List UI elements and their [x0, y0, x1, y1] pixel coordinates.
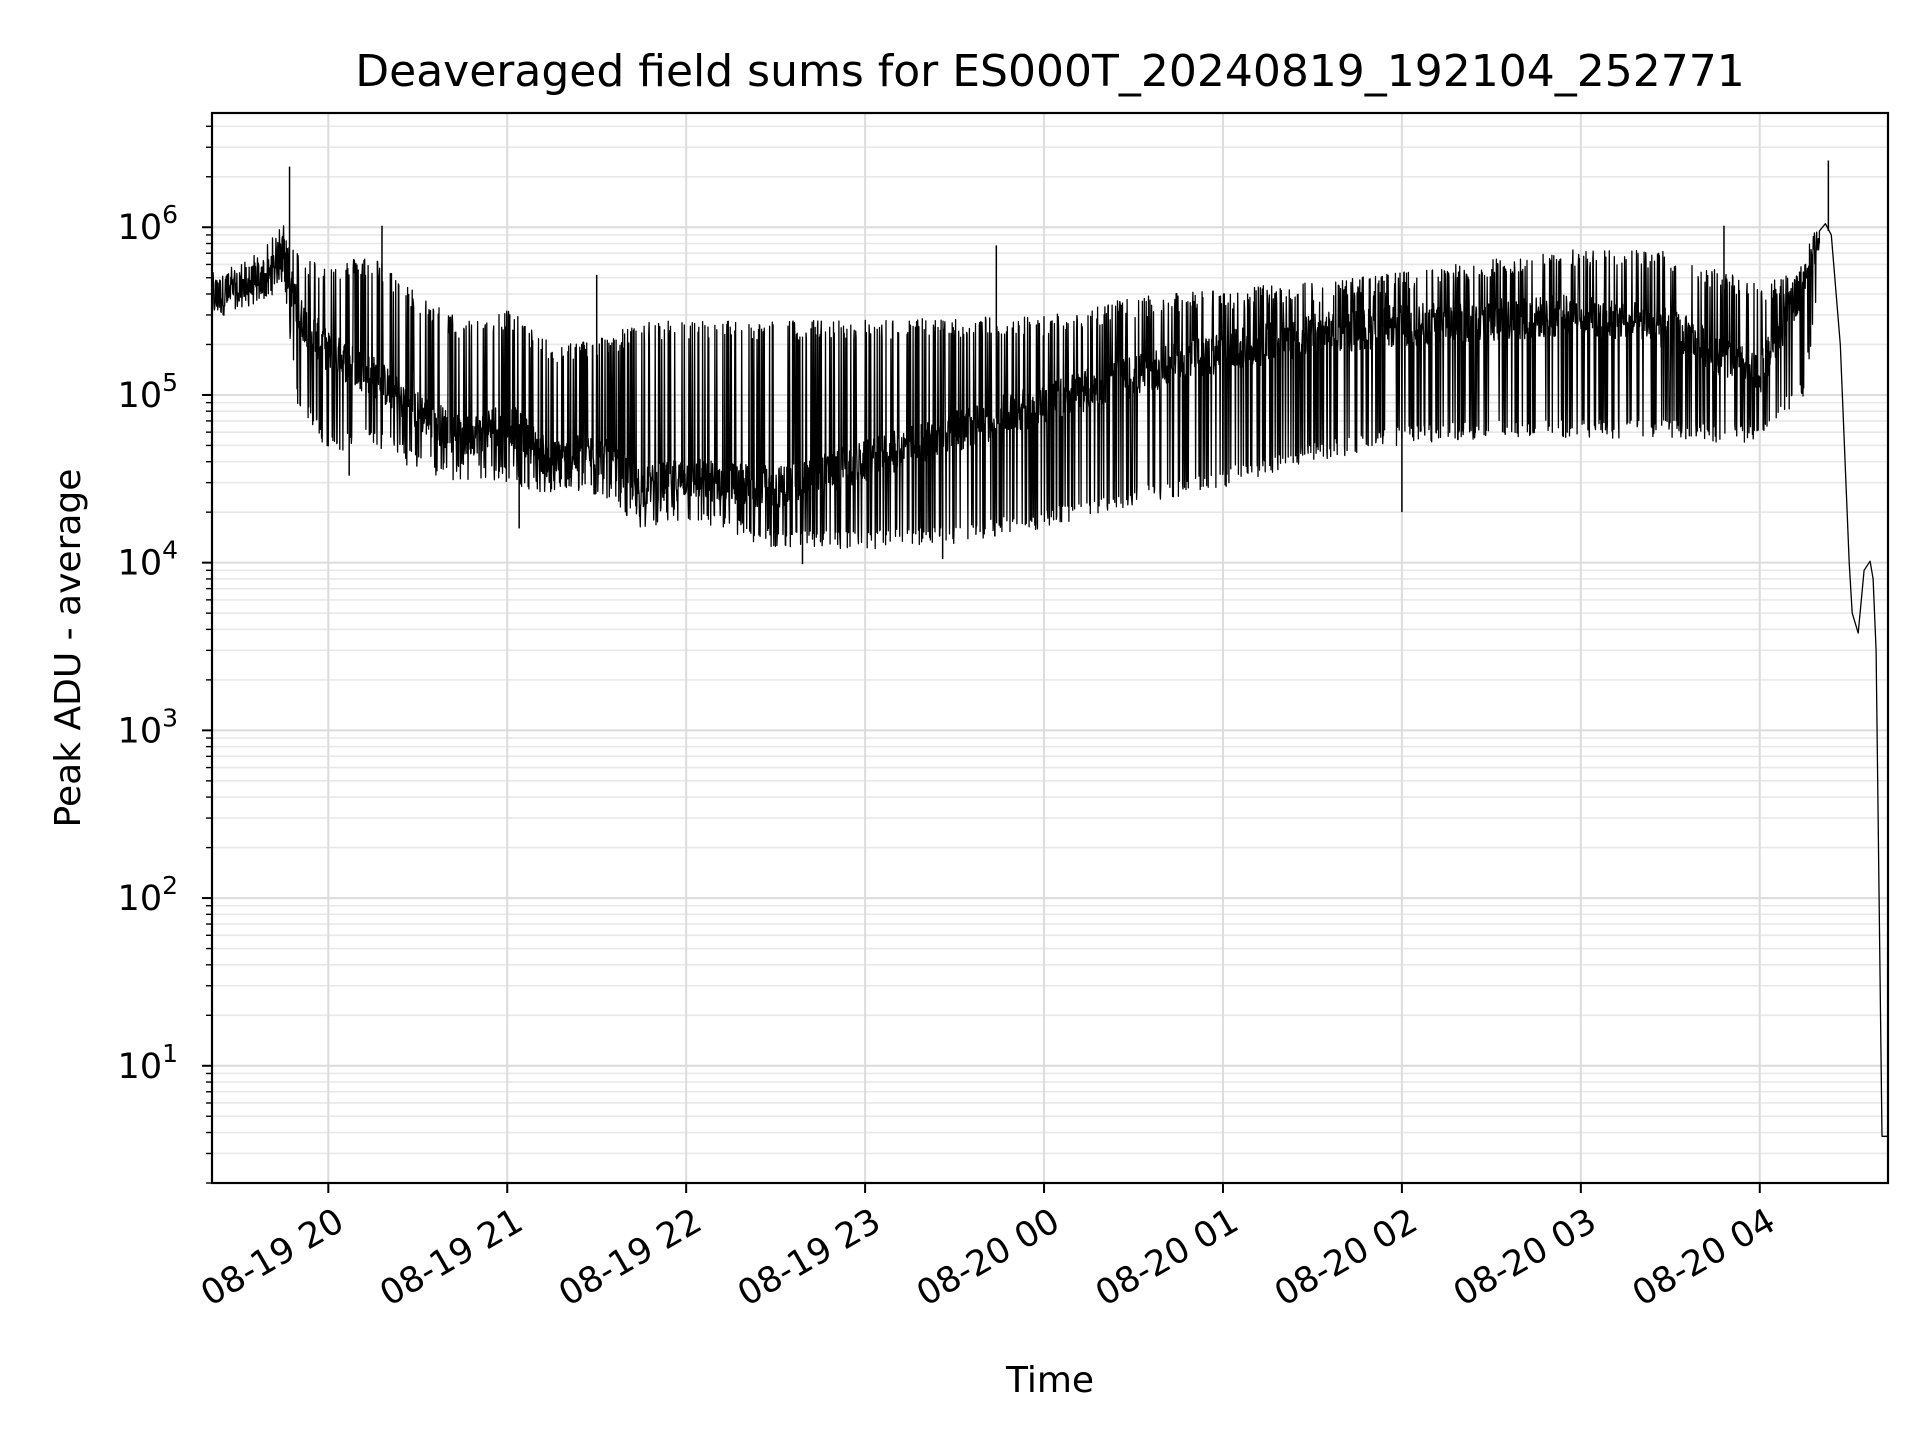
- y-tick-label: 104: [118, 536, 178, 584]
- x-axis-label: Time: [1005, 1360, 1094, 1401]
- plot-frame: [210, 111, 1890, 1185]
- y-axis-label: Peak ADU - average: [48, 469, 89, 828]
- series-layer: [212, 160, 1888, 1137]
- y-tick-label: 102: [118, 871, 178, 919]
- y-tick-label: 103: [118, 703, 178, 751]
- y-tick-label: 101: [118, 1039, 178, 1087]
- series-line: [212, 223, 1888, 1137]
- chart-title: Deaveraged field sums for ES000T_2024081…: [355, 46, 1744, 97]
- y-tick-label: 106: [118, 200, 178, 248]
- y-axis: 101 102 103 104 105 106: [118, 125, 212, 1184]
- y-tick-label: 105: [118, 368, 178, 416]
